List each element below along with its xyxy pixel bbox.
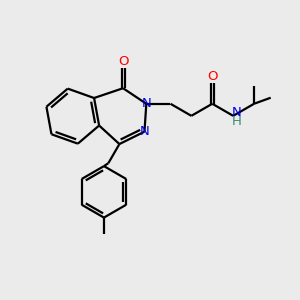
- Text: N: N: [232, 106, 242, 119]
- Text: O: O: [118, 55, 128, 68]
- Text: H: H: [232, 115, 242, 128]
- Text: O: O: [207, 70, 217, 83]
- Text: N: N: [141, 97, 151, 110]
- Text: N: N: [140, 125, 149, 138]
